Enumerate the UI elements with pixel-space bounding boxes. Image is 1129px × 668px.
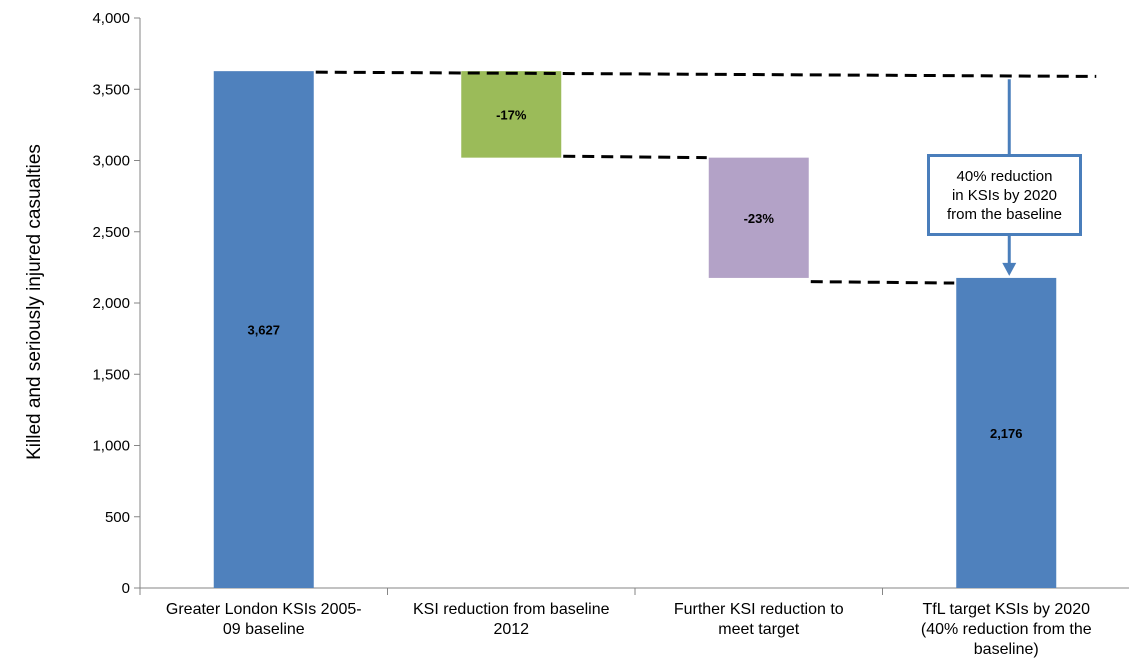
annotation-line-3: from the baseline (946, 205, 1063, 223)
x-category-label: KSI reduction from baseline (413, 601, 610, 618)
x-category-label: meet target (718, 621, 799, 638)
bar (708, 157, 809, 278)
annotation-line-2: in KSIs by 2020 (951, 186, 1058, 204)
data-label: 3,627 (247, 323, 280, 338)
connector-line (563, 154, 707, 160)
data-label: 2,176 (990, 426, 1023, 441)
annotation-line-1: 40% reduction (956, 167, 1053, 185)
bar (213, 71, 314, 589)
y-tick-label: 1,000 (92, 438, 130, 455)
x-category-label: Further KSI reduction to (674, 601, 844, 618)
y-axis-label: Killed and seriously injured casualties (24, 144, 45, 460)
y-tick-label: 0 (122, 580, 130, 597)
data-label: -23% (744, 211, 775, 226)
annotation-arrow-head (1002, 262, 1017, 276)
y-tick-label: 2,000 (92, 295, 130, 312)
labels: 3,627 -17% -23% 2,176 (247, 107, 1022, 441)
bar (956, 277, 1057, 588)
x-category-label: 2012 (493, 621, 529, 638)
x-category-label: 09 baseline (223, 621, 305, 638)
bar (461, 71, 562, 158)
y-tick-label: 2,500 (92, 224, 130, 241)
connector-line (315, 70, 1097, 78)
x-category-label: (40% reduction from the (921, 621, 1092, 638)
x-category-label: TfL target KSIs by 2020 (923, 601, 1091, 618)
annotation-box: 40% reduction in KSIs by 2020 from the b… (927, 154, 1082, 236)
data-label: -17% (496, 107, 527, 122)
y-tick-label: 3,500 (92, 81, 130, 98)
x-category-label: baseline) (974, 641, 1039, 658)
y-tick-label: 500 (105, 509, 130, 526)
connector-line (810, 280, 955, 285)
x-category-label: Greater London KSIs 2005- (166, 601, 362, 618)
y-tick-label: 3,000 (92, 153, 130, 170)
y-tick-label: 1,500 (92, 366, 130, 383)
axes: 0 500 1,000 1,500 2,000 2,500 3,000 3,500 4,000 G… (92, 10, 1129, 658)
bars (213, 71, 1057, 589)
y-tick-label: 4,000 (92, 10, 130, 27)
